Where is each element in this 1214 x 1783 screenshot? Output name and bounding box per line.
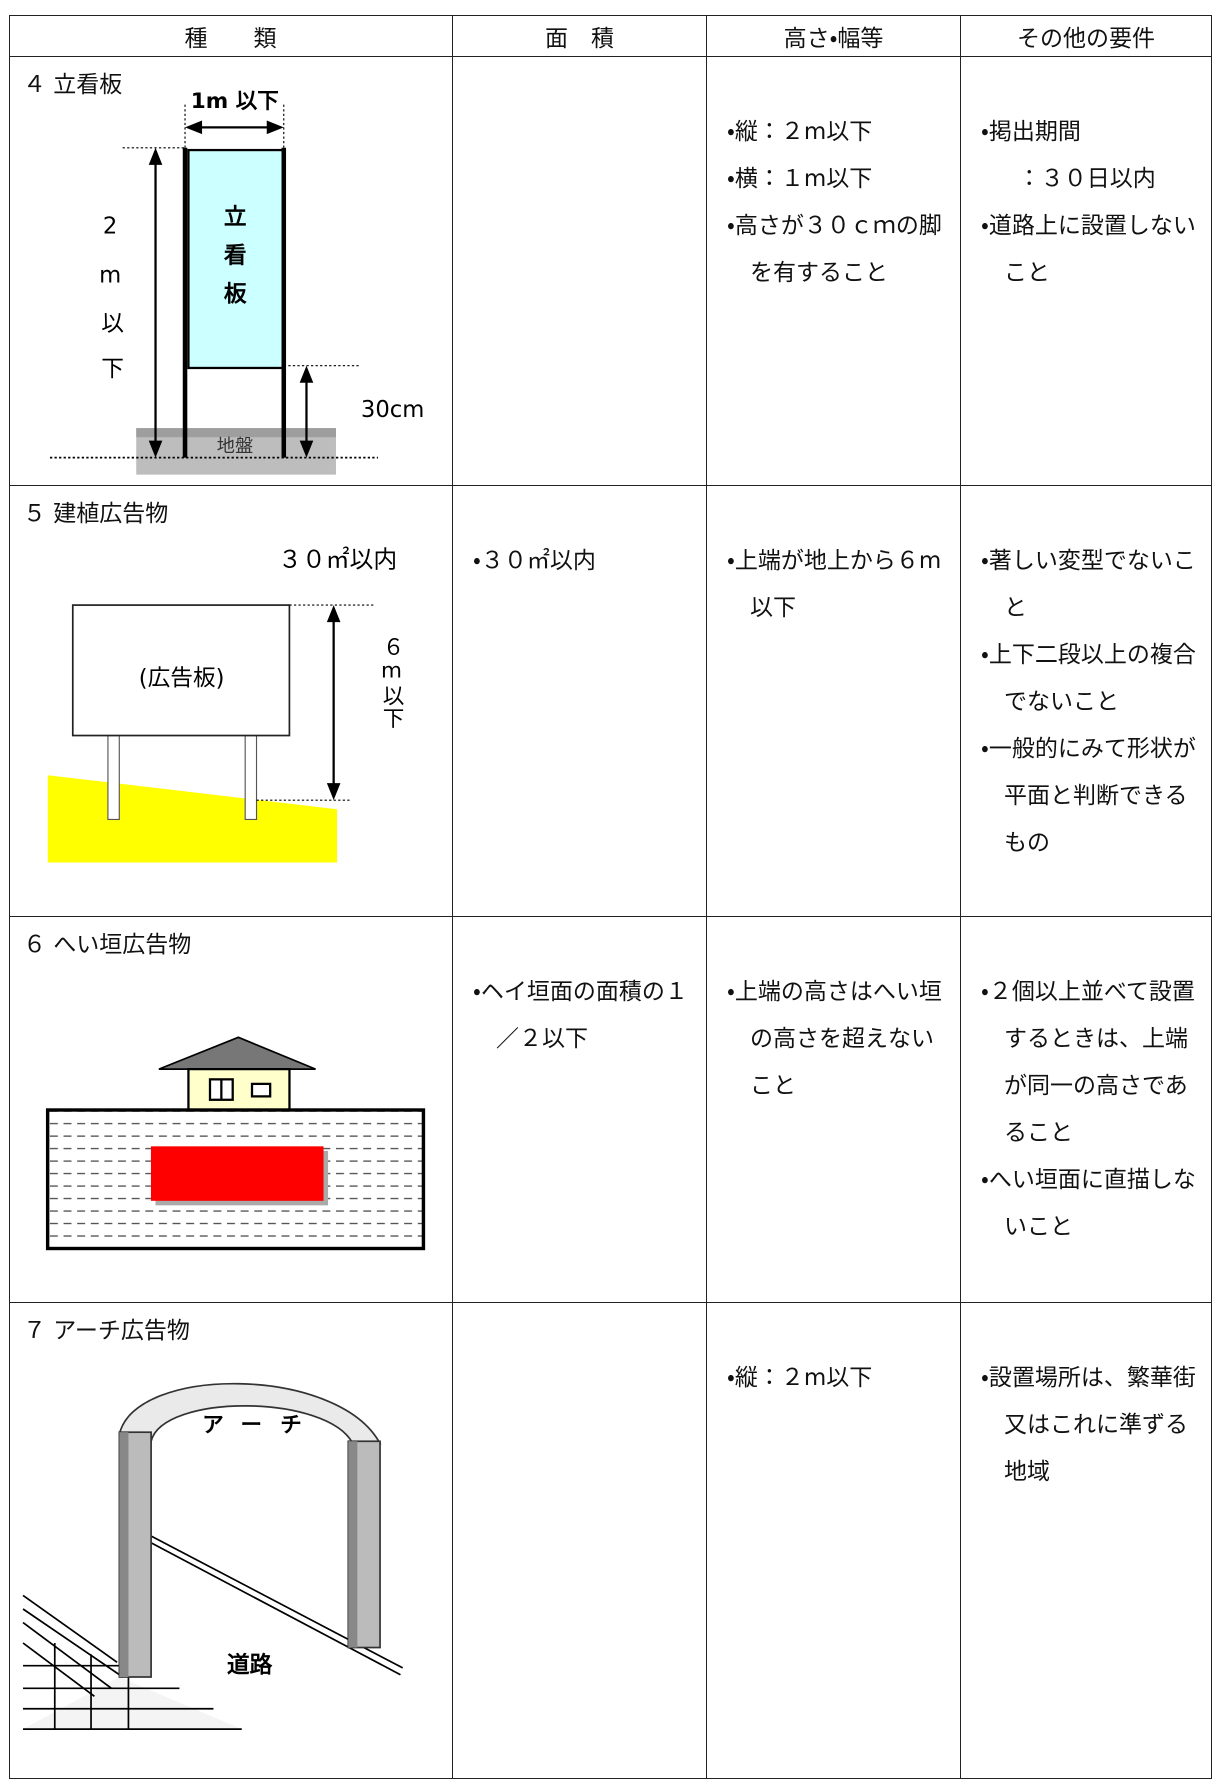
board-label: 立看板	[220, 205, 246, 321]
house	[187, 1067, 291, 1112]
header-cell: 高さ・幅等	[707, 15, 961, 57]
height-label: ６m以下	[379, 636, 404, 730]
list-item: ・著しい変型でないこと	[981, 548, 1196, 621]
area-cell: ・ヘイ垣面の面積の１／２以下	[453, 917, 707, 1303]
list: ・３０㎡以内	[473, 538, 692, 585]
list-item: ・縦：２m以下	[727, 119, 873, 145]
width-label: 1m 以下	[191, 89, 279, 114]
list: ・２個以上並べて設置するときは、上端が同一の高さであること・へい垣面に直描しない…	[981, 969, 1197, 1251]
list-item: ・へい垣面に直描しないこと	[981, 1167, 1196, 1240]
other-cell: ・著しい変型でないこと ・上下二段以上の複合でないこと・一般的にみて形状が平面と判…	[961, 486, 1212, 917]
arrow-head	[148, 147, 163, 165]
arrow-head	[326, 783, 341, 801]
list: ・設置場所は、繁華街又はこれに準ずる地域	[981, 1355, 1197, 1496]
sign	[150, 1146, 324, 1201]
arrow-head	[185, 120, 203, 135]
board-label: (広告板)	[139, 666, 225, 692]
list: ・縦：２m以下 ・横：１m以下・高さが３０ｃｍの脚を有すること	[727, 109, 946, 297]
list-item: ・一般的にみて形状が平面と判断できるもの	[981, 736, 1196, 856]
list-item: ・ヘイ垣面の面積の１／２以下	[473, 979, 688, 1052]
standing-sign-figure: 1m 以下 立看板 2m以下 30cm 地盤	[49, 89, 424, 475]
ground	[47, 775, 338, 863]
list: ・上端が地上から６m以下	[727, 538, 946, 632]
post	[244, 734, 258, 821]
list-item: ・道路上に設置しないこと	[981, 213, 1196, 286]
board	[187, 148, 284, 370]
list: ・掲出期間 ：３０日以内・道路上に設置しないこと	[981, 109, 1197, 297]
header-cell: 面 積	[453, 15, 707, 57]
header-cell: その他の要件	[961, 15, 1212, 57]
list-item: ・横：１m以下	[727, 166, 873, 192]
other-cell: ・２個以上並べて設置するときは、上端が同一の高さであること・へい垣面に直描しない…	[961, 917, 1212, 1303]
list: ・ヘイ垣面の面積の１／２以下	[473, 969, 692, 1063]
leg-label: 30cm	[361, 397, 424, 423]
area-cell: ・３０㎡以内	[453, 486, 707, 917]
header-text: その他の要件	[1017, 25, 1155, 52]
ground-label: 地盤	[217, 436, 253, 457]
size-cell: ・上端の高さはへい垣の高さを超えないこと	[707, 917, 961, 1303]
list-item: ・設置場所は、繁華街又はこれに準ずる地域	[981, 1365, 1196, 1485]
height-label: 2m以下	[97, 214, 123, 402]
road-grid	[22, 1533, 404, 1731]
arrow-head	[266, 120, 284, 135]
kind-label: ４ 立看板	[23, 72, 123, 98]
fence-sign-figure	[45, 1036, 426, 1251]
list-item: ・掲出期間	[981, 119, 1081, 145]
list-item: ・上端の高さはへい垣の高さを超えないこと	[727, 979, 942, 1099]
area-cell	[453, 57, 707, 486]
kind-label: ６ へい垣広告物	[23, 932, 192, 958]
window	[250, 1082, 272, 1098]
area-label: ３０㎡以内	[278, 546, 397, 574]
list-item: ・縦：２m以下	[727, 1365, 873, 1391]
ground-sign-figure: ３０㎡以内 (広告板) ６m以下	[47, 546, 404, 863]
arrow-head	[326, 605, 341, 623]
arch-sign-figure: アーチ 道路	[22, 1382, 404, 1731]
size-cell: ・縦：２m以下	[707, 1303, 961, 1779]
list-item: ：３０日以内	[1017, 166, 1156, 192]
header-text: 種 類	[184, 25, 277, 52]
header-text: 高さ・幅等	[783, 25, 884, 52]
arrow-head	[148, 440, 163, 458]
ground-top	[136, 428, 336, 438]
road-label: 道路	[227, 1651, 273, 1678]
pillar-side	[119, 1432, 129, 1677]
arrow-head	[299, 365, 314, 383]
other-cell: ・設置場所は、繁華街又はこれに準ずる地域	[961, 1303, 1212, 1779]
pillar-side	[348, 1441, 358, 1648]
arrow-head	[299, 440, 314, 458]
list: ・縦：２m以下	[727, 1355, 946, 1402]
header-text: 面 積	[545, 25, 614, 52]
list: ・上端の高さはへい垣の高さを超えないこと	[727, 969, 946, 1110]
table	[9, 15, 1212, 1779]
arch-label: アーチ	[202, 1413, 320, 1438]
kind-label: ７ アーチ広告物	[23, 1318, 190, 1344]
kind-cell: ５ 建植広告物 ３０㎡以内 (広告板) ６m以下	[9, 486, 453, 917]
other-cell: ・掲出期間 ：３０日以内・道路上に設置しないこと	[961, 57, 1212, 486]
kind-cell: ７ アーチ広告物 アーチ 道路	[9, 1303, 453, 1779]
list-item: ・高さが３０ｃｍの脚を有すること	[727, 213, 942, 286]
list: ・著しい変型でないこと ・上下二段以上の複合でないこと・一般的にみて形状が平面と判…	[981, 538, 1197, 867]
kind-label: ５ 建植広告物	[23, 501, 169, 527]
header-cell: 種 類	[9, 15, 453, 57]
board	[71, 604, 291, 737]
list-item: ・３０㎡以内	[473, 548, 596, 574]
kind-cell: ４ 立看板 1m 以下 立看板 2m以下 30cm 地盤	[9, 57, 453, 486]
size-cell: ・上端が地上から６m以下	[707, 486, 961, 917]
kind-cell: ６ へい垣広告物	[9, 917, 453, 1303]
list-item: ・上下二段以上の複合でないこと	[981, 642, 1196, 715]
post	[107, 734, 120, 821]
area-cell	[453, 1303, 707, 1779]
size-cell: ・縦：２m以下 ・横：１m以下・高さが３０ｃｍの脚を有すること	[707, 57, 961, 486]
roof	[158, 1036, 316, 1070]
list-item: ・２個以上並べて設置するときは、上端が同一の高さであること	[981, 979, 1195, 1146]
list-item: ・上端が地上から６m以下	[727, 548, 942, 621]
